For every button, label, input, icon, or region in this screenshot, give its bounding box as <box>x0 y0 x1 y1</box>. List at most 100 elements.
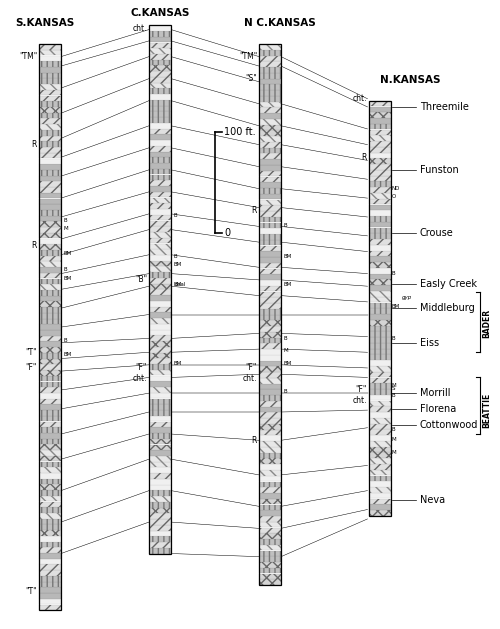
Bar <box>39 101 61 107</box>
Bar <box>259 211 281 216</box>
Bar <box>259 464 281 470</box>
Bar <box>369 222 391 228</box>
Bar <box>39 445 61 450</box>
Bar <box>39 273 61 279</box>
Text: B: B <box>64 338 68 343</box>
Bar <box>149 129 171 134</box>
Bar <box>39 479 61 484</box>
Bar <box>369 343 391 348</box>
Text: R: R <box>362 153 367 162</box>
Bar <box>259 395 281 401</box>
Bar <box>149 324 171 330</box>
Text: M: M <box>284 348 288 353</box>
Bar <box>369 204 391 210</box>
Bar <box>369 274 391 279</box>
Bar <box>149 89 171 94</box>
Bar <box>39 576 61 582</box>
Text: 100 ft.: 100 ft. <box>224 127 256 137</box>
Bar <box>259 349 281 355</box>
Bar <box>369 141 391 147</box>
Bar <box>149 181 171 186</box>
Bar <box>369 268 391 274</box>
Bar <box>149 479 171 484</box>
Bar <box>149 508 171 513</box>
Bar <box>149 54 171 60</box>
Bar <box>39 399 61 404</box>
Bar <box>39 336 61 342</box>
Bar <box>259 142 281 148</box>
Bar <box>149 341 171 347</box>
Bar <box>149 313 171 318</box>
Bar <box>149 94 171 100</box>
Bar <box>259 165 281 170</box>
Bar <box>39 553 61 559</box>
Bar <box>259 136 281 142</box>
Text: B: B <box>284 389 288 394</box>
Bar <box>259 343 281 349</box>
Bar <box>39 118 61 124</box>
Bar <box>259 562 281 568</box>
Bar <box>39 382 61 387</box>
Text: BM: BM <box>64 352 72 357</box>
Bar <box>259 430 281 435</box>
Bar <box>149 289 171 295</box>
Bar <box>369 510 391 516</box>
Bar <box>369 348 391 354</box>
Text: "S": "S" <box>245 74 257 83</box>
Bar <box>149 491 171 496</box>
Bar <box>39 433 61 438</box>
Bar <box>259 240 281 245</box>
Bar <box>39 113 61 118</box>
Bar <box>149 157 171 163</box>
Bar <box>39 50 61 55</box>
Bar <box>149 209 171 214</box>
Bar <box>39 593 61 599</box>
Bar <box>39 450 61 456</box>
Bar <box>259 516 281 521</box>
Bar <box>259 205 281 211</box>
Bar <box>39 404 61 410</box>
Bar <box>39 421 61 427</box>
Bar <box>39 44 61 50</box>
Bar <box>149 433 171 438</box>
Bar <box>259 286 281 291</box>
Bar <box>39 353 61 359</box>
Bar <box>369 257 391 262</box>
Bar <box>39 55 61 61</box>
Bar <box>369 245 391 250</box>
Text: "F": "F" <box>26 364 37 372</box>
Bar <box>369 286 391 291</box>
Bar <box>39 193 61 198</box>
Text: "F": "F" <box>136 364 147 372</box>
Bar <box>369 355 391 360</box>
Bar <box>39 262 61 267</box>
Bar <box>149 353 171 359</box>
Bar <box>259 447 281 453</box>
Bar <box>369 314 391 320</box>
Bar <box>369 193 391 199</box>
Bar <box>149 249 171 255</box>
Bar <box>369 164 391 170</box>
Bar <box>39 536 61 542</box>
Bar <box>259 314 281 320</box>
Bar <box>149 60 171 65</box>
Bar <box>149 370 171 376</box>
Bar <box>259 199 281 205</box>
Text: Florena: Florena <box>420 404 456 414</box>
Bar <box>39 501 61 507</box>
Bar <box>369 395 391 401</box>
Text: R: R <box>252 206 257 215</box>
Bar <box>39 67 61 72</box>
Bar <box>259 79 281 84</box>
Text: C.KANSAS: C.KANSAS <box>130 8 190 18</box>
Bar <box>39 519 61 525</box>
Bar <box>369 476 391 481</box>
Bar <box>39 227 61 233</box>
Bar <box>259 298 281 303</box>
Bar <box>369 297 391 303</box>
Bar <box>259 470 281 476</box>
Bar <box>369 251 391 257</box>
Bar <box>149 335 171 341</box>
Text: "T": "T" <box>26 587 37 596</box>
Bar <box>149 255 171 260</box>
